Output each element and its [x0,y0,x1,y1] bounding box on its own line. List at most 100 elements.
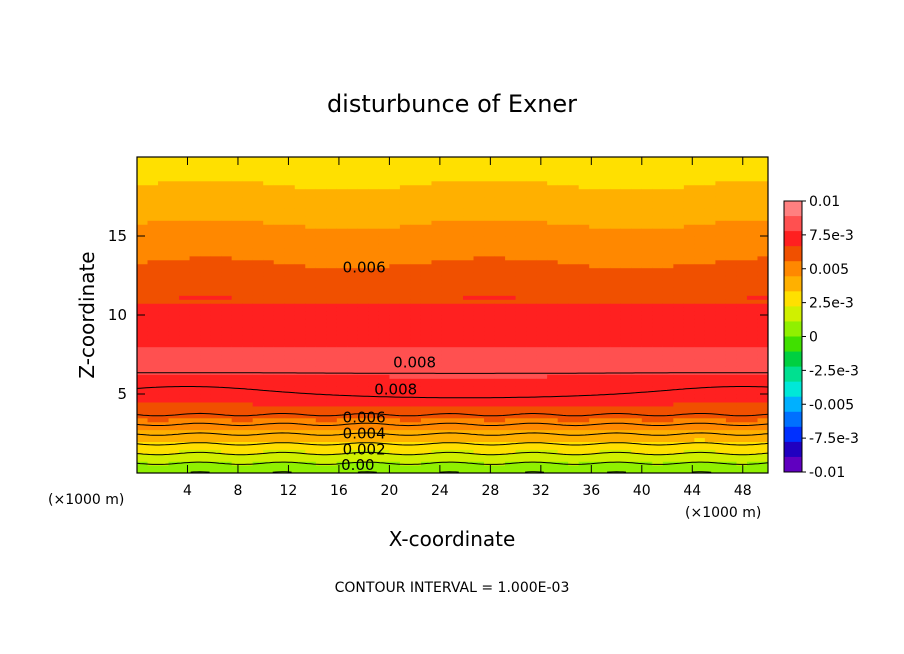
contour-cell [589,425,601,431]
contour-cell [357,243,369,249]
contour-cell [147,243,159,249]
contour-cell [610,315,622,320]
contour-cell [378,374,390,379]
contour-cell [515,366,527,371]
contour-cell [273,176,285,182]
contour-cell [673,382,685,387]
contour-cell [715,311,727,316]
contour-cell [305,315,317,320]
contour-cell [505,287,517,292]
contour-cell [273,251,285,257]
contour-cell [441,469,454,473]
contour-cell [610,413,622,419]
contour-cell [158,362,170,367]
contour-cell [505,405,517,411]
contour-cell [694,172,706,178]
contour-cell [336,311,348,316]
contour-cell [494,243,506,249]
contour-cell [357,326,369,332]
contour-cell [662,441,674,446]
contour-cell [336,299,348,304]
contour-cell [725,449,738,454]
contour-cell [420,192,433,198]
contour-cell [441,200,454,205]
contour-cell [431,271,443,277]
contour-cell [137,247,149,253]
contour-cell [547,397,559,403]
contour-cell [168,401,180,407]
contour-cell [557,172,569,178]
contour-cell [252,180,264,186]
contour-cell [683,445,695,450]
contour-cell [578,429,590,435]
contour-cell [221,366,233,371]
contour-cell [158,299,170,304]
contour-cell [463,330,475,336]
contour-cell [137,168,149,174]
contour-cell [557,279,569,284]
contour-cell [305,236,317,241]
contour-cell [704,303,717,308]
contour-cell [168,279,180,284]
contour-cell [389,239,401,245]
contour-cell [662,413,674,419]
contour-cell [599,469,611,473]
contour-cell [378,465,390,470]
contour-cell [484,279,496,284]
contour-cell [484,172,496,178]
contour-cell [599,315,611,320]
contour-cell [189,433,201,439]
contour-cell [515,429,527,435]
contour-cell [378,413,390,419]
contour-cell [137,299,149,304]
contour-cell [420,338,433,344]
colorbar-label: 0 [809,330,818,346]
contour-cell [662,184,674,190]
contour-cell [746,346,759,352]
contour-cell [347,362,359,367]
contour-cell [189,453,201,458]
contour-cell [620,394,632,399]
contour-cell [200,168,212,174]
contour-cell [736,259,748,265]
contour-cell [221,445,233,450]
contour-cell [494,437,506,442]
contour-cell [704,453,717,458]
contour-cell [399,188,412,194]
contour-cell [231,390,243,395]
contour-cell [746,421,759,427]
contour-cell [473,394,485,399]
contour-cell [326,429,338,435]
contour-cell [599,271,611,277]
contour-cell [599,318,611,324]
contour-cell [704,334,717,340]
contour-cell [441,354,454,360]
contour-cell [662,212,674,217]
contour-cell [515,322,527,328]
contour-cell [200,437,212,442]
contour-cell [631,247,643,253]
contour-cell [536,382,548,387]
contour-cell [589,390,601,395]
contour-cell [694,279,706,284]
contour-cell [599,358,611,363]
contour-cell [736,307,748,312]
contour-cell [305,354,317,360]
contour-cell [683,212,695,217]
contour-cell [515,208,527,213]
contour-cell [315,394,327,399]
contour-cell [368,397,380,403]
contour-cell [505,453,517,458]
contour-cell [326,318,338,324]
contour-cell [610,176,622,182]
contour-cell [284,271,296,277]
contour-cell [589,437,601,442]
contour-cell [683,378,695,383]
contour-cell [578,303,590,308]
contour-cell [652,409,664,415]
contour-cell [662,417,674,423]
contour-cell [441,232,454,237]
contour-cell [746,318,759,324]
contour-cell [252,342,264,348]
contour-cell [463,236,475,241]
